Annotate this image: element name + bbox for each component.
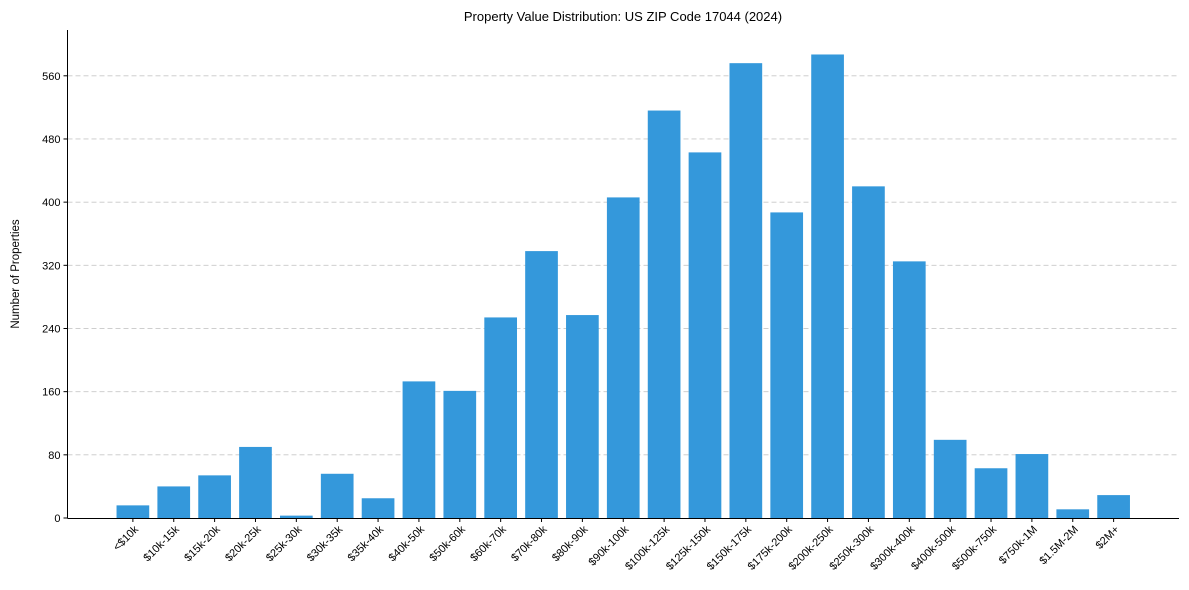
x-tick-label: $35k-40k (346, 523, 387, 564)
y-axis-ticks: 0 80 160 240 320 400 480 560 (42, 71, 68, 525)
x-tick-label: $20k-25k (223, 523, 264, 564)
x-tick-label: $70k-80k (509, 523, 550, 564)
bar (770, 212, 804, 518)
x-tick-label: $80k-90k (550, 523, 591, 564)
bar (402, 381, 436, 518)
y-tick-label: 320 (42, 260, 60, 272)
bar (116, 505, 150, 518)
bar (811, 54, 844, 518)
x-tick-label: $30k-35k (305, 523, 346, 564)
y-tick-label: 240 (42, 323, 60, 335)
x-tick-label: $500k-750k (950, 523, 999, 572)
bar (239, 446, 272, 518)
bar (852, 186, 885, 518)
bar (198, 475, 231, 518)
x-tick-label: $2M+ (1094, 524, 1122, 552)
bar (647, 110, 681, 518)
y-tick-label: 80 (48, 450, 60, 462)
bar (933, 439, 967, 518)
bar (729, 63, 763, 519)
x-tick-label: $750k-1M (997, 524, 1040, 567)
x-axis-ticks: <$10k $10k-15k $15k-20k $20k-25k $25k-30k $30… (111, 518, 1122, 573)
bar (157, 486, 191, 518)
x-tick-label: $40k-50k (387, 523, 428, 564)
x-tick-label: $60k-70k (468, 523, 509, 564)
bar (1015, 454, 1049, 518)
bar (484, 317, 518, 518)
bar (1097, 495, 1130, 518)
y-tick-label: 160 (42, 387, 60, 399)
x-tick-label: <$10k (111, 523, 141, 553)
y-tick-label: 480 (42, 134, 60, 146)
bar (892, 261, 926, 518)
y-axis-label: Number of Properties (10, 219, 22, 329)
x-tick-label: $50k-60k (427, 523, 468, 564)
y-tick-label: 400 (42, 197, 60, 209)
bar (443, 390, 477, 518)
bar (1056, 509, 1090, 518)
bar (688, 152, 722, 518)
bars (116, 54, 1130, 519)
y-tick-label: 560 (42, 71, 60, 83)
chart-title: Property Value Distribution: US ZIP Code… (464, 9, 782, 24)
x-tick-label: $25k-30k (264, 523, 305, 564)
bar (279, 515, 313, 518)
bar (361, 498, 395, 518)
x-tick-label: $15k-20k (182, 523, 223, 564)
bar (566, 315, 599, 518)
bar (974, 468, 1008, 518)
y-tick-label: 0 (54, 513, 60, 525)
bar (320, 473, 354, 518)
bar (525, 251, 558, 518)
bar (606, 197, 640, 518)
x-tick-label: $10k-15k (141, 523, 182, 564)
x-tick-label: $1.5M-2M (1037, 524, 1081, 568)
